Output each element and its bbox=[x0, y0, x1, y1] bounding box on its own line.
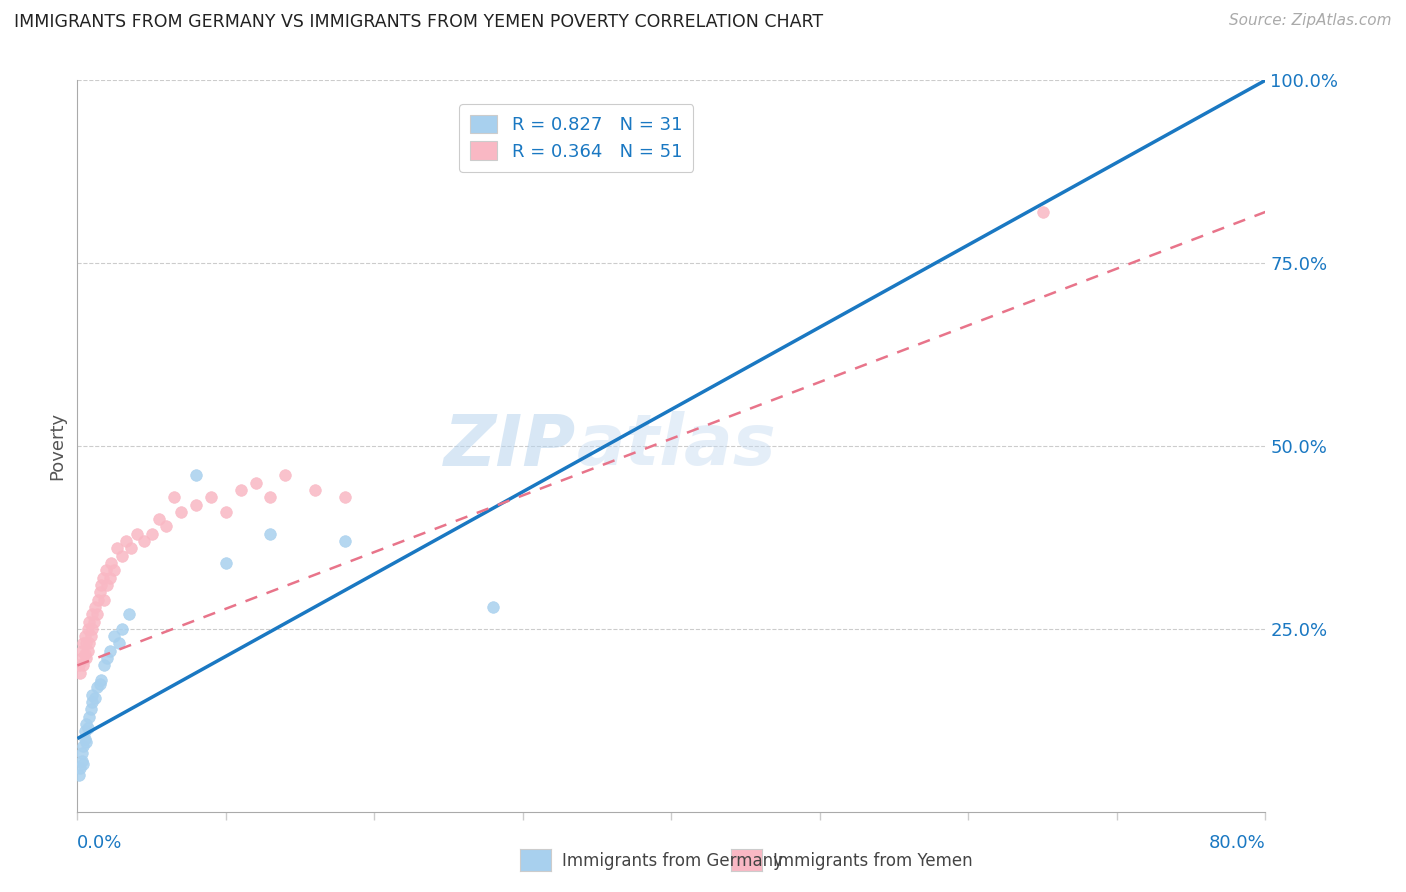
Point bbox=[259, 490, 281, 504]
Point bbox=[73, 724, 96, 739]
Point bbox=[215, 505, 238, 519]
Point bbox=[67, 768, 90, 782]
Text: IMMIGRANTS FROM GERMANY VS IMMIGRANTS FROM YEMEN POVERTY CORRELATION CHART: IMMIGRANTS FROM GERMANY VS IMMIGRANTS FR… bbox=[14, 13, 823, 31]
Point bbox=[77, 636, 100, 650]
Point bbox=[82, 688, 104, 702]
Point bbox=[69, 761, 91, 775]
Point bbox=[67, 658, 90, 673]
Point bbox=[70, 754, 93, 768]
Point bbox=[108, 636, 131, 650]
Point bbox=[70, 644, 93, 658]
Point bbox=[89, 585, 111, 599]
Point bbox=[215, 556, 238, 570]
Point bbox=[80, 629, 103, 643]
Point bbox=[82, 622, 104, 636]
Point bbox=[170, 505, 193, 519]
Point bbox=[93, 592, 115, 607]
Point bbox=[73, 629, 96, 643]
Point bbox=[96, 578, 118, 592]
Point bbox=[103, 563, 125, 577]
Point bbox=[107, 541, 129, 556]
Point bbox=[163, 490, 186, 504]
Point bbox=[73, 648, 96, 662]
Point bbox=[87, 592, 110, 607]
Point bbox=[76, 721, 98, 735]
Text: 80.0%: 80.0% bbox=[1209, 834, 1265, 852]
Point bbox=[70, 651, 93, 665]
Point bbox=[75, 717, 97, 731]
Point bbox=[76, 622, 98, 636]
Text: Immigrants from Yemen: Immigrants from Yemen bbox=[773, 852, 973, 870]
Point bbox=[274, 468, 297, 483]
Text: 0.0%: 0.0% bbox=[77, 834, 122, 852]
Point bbox=[111, 622, 134, 636]
Point bbox=[304, 483, 326, 497]
Point bbox=[482, 599, 505, 614]
Point bbox=[83, 615, 105, 629]
Point bbox=[186, 498, 208, 512]
Point bbox=[125, 526, 148, 541]
Point bbox=[75, 735, 97, 749]
Point bbox=[100, 556, 122, 570]
Point bbox=[80, 702, 103, 716]
Point bbox=[70, 746, 93, 760]
Point bbox=[120, 541, 142, 556]
Point bbox=[186, 468, 208, 483]
Point bbox=[333, 490, 356, 504]
Point bbox=[259, 526, 281, 541]
Point bbox=[134, 534, 156, 549]
Point bbox=[229, 483, 252, 497]
Point bbox=[245, 475, 267, 490]
Point bbox=[76, 644, 98, 658]
Point bbox=[82, 607, 104, 622]
Point bbox=[84, 599, 107, 614]
Point bbox=[77, 615, 100, 629]
Point bbox=[98, 644, 121, 658]
Point bbox=[72, 658, 94, 673]
Text: atlas: atlas bbox=[576, 411, 776, 481]
Point bbox=[72, 757, 94, 772]
Point bbox=[148, 512, 170, 526]
Point bbox=[93, 658, 115, 673]
Point bbox=[1032, 205, 1054, 219]
Point bbox=[86, 681, 108, 695]
Point bbox=[103, 629, 125, 643]
Point bbox=[69, 665, 91, 680]
Point bbox=[89, 676, 111, 690]
Point bbox=[141, 526, 163, 541]
Y-axis label: Poverty: Poverty bbox=[48, 412, 66, 480]
Point bbox=[98, 571, 121, 585]
Point bbox=[155, 519, 177, 533]
Point bbox=[91, 571, 114, 585]
Point bbox=[333, 534, 356, 549]
Point bbox=[72, 739, 94, 753]
Point bbox=[82, 695, 104, 709]
Point bbox=[86, 607, 108, 622]
Point bbox=[77, 709, 100, 723]
Point bbox=[90, 673, 112, 687]
Point bbox=[84, 691, 107, 706]
Point bbox=[94, 563, 117, 577]
Point bbox=[73, 731, 96, 746]
Text: Source: ZipAtlas.com: Source: ZipAtlas.com bbox=[1229, 13, 1392, 29]
Point bbox=[200, 490, 222, 504]
Text: Immigrants from Germany: Immigrants from Germany bbox=[562, 852, 783, 870]
Point bbox=[72, 636, 94, 650]
Point bbox=[111, 549, 134, 563]
Point bbox=[96, 651, 118, 665]
Text: ZIP: ZIP bbox=[444, 411, 576, 481]
Point bbox=[75, 651, 97, 665]
Point bbox=[75, 636, 97, 650]
Legend: R = 0.827   N = 31, R = 0.364   N = 51: R = 0.827 N = 31, R = 0.364 N = 51 bbox=[460, 104, 693, 171]
Point bbox=[115, 534, 138, 549]
Point bbox=[118, 607, 141, 622]
Point bbox=[90, 578, 112, 592]
